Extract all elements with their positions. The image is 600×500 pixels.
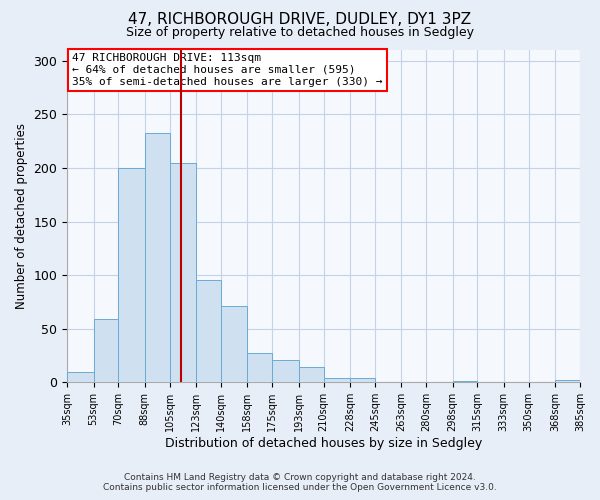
Bar [145, 132, 170, 382]
Bar [272, 360, 299, 382]
Bar [299, 368, 323, 382]
Bar [555, 380, 580, 382]
X-axis label: Distribution of detached houses by size in Sedgley: Distribution of detached houses by size … [165, 437, 482, 450]
Bar [67, 372, 94, 382]
Text: 47 RICHBOROUGH DRIVE: 113sqm
← 64% of detached houses are smaller (595)
35% of s: 47 RICHBOROUGH DRIVE: 113sqm ← 64% of de… [72, 54, 383, 86]
Y-axis label: Number of detached properties: Number of detached properties [15, 123, 28, 309]
Bar [118, 168, 145, 382]
Bar [247, 354, 272, 382]
Bar [94, 319, 118, 382]
Bar [170, 162, 196, 382]
Text: 47, RICHBOROUGH DRIVE, DUDLEY, DY1 3PZ: 47, RICHBOROUGH DRIVE, DUDLEY, DY1 3PZ [128, 12, 472, 28]
Text: Size of property relative to detached houses in Sedgley: Size of property relative to detached ho… [126, 26, 474, 39]
Bar [221, 306, 247, 382]
Bar [196, 280, 221, 382]
Bar [323, 378, 350, 382]
Text: Contains HM Land Registry data © Crown copyright and database right 2024.
Contai: Contains HM Land Registry data © Crown c… [103, 473, 497, 492]
Bar [350, 378, 375, 382]
